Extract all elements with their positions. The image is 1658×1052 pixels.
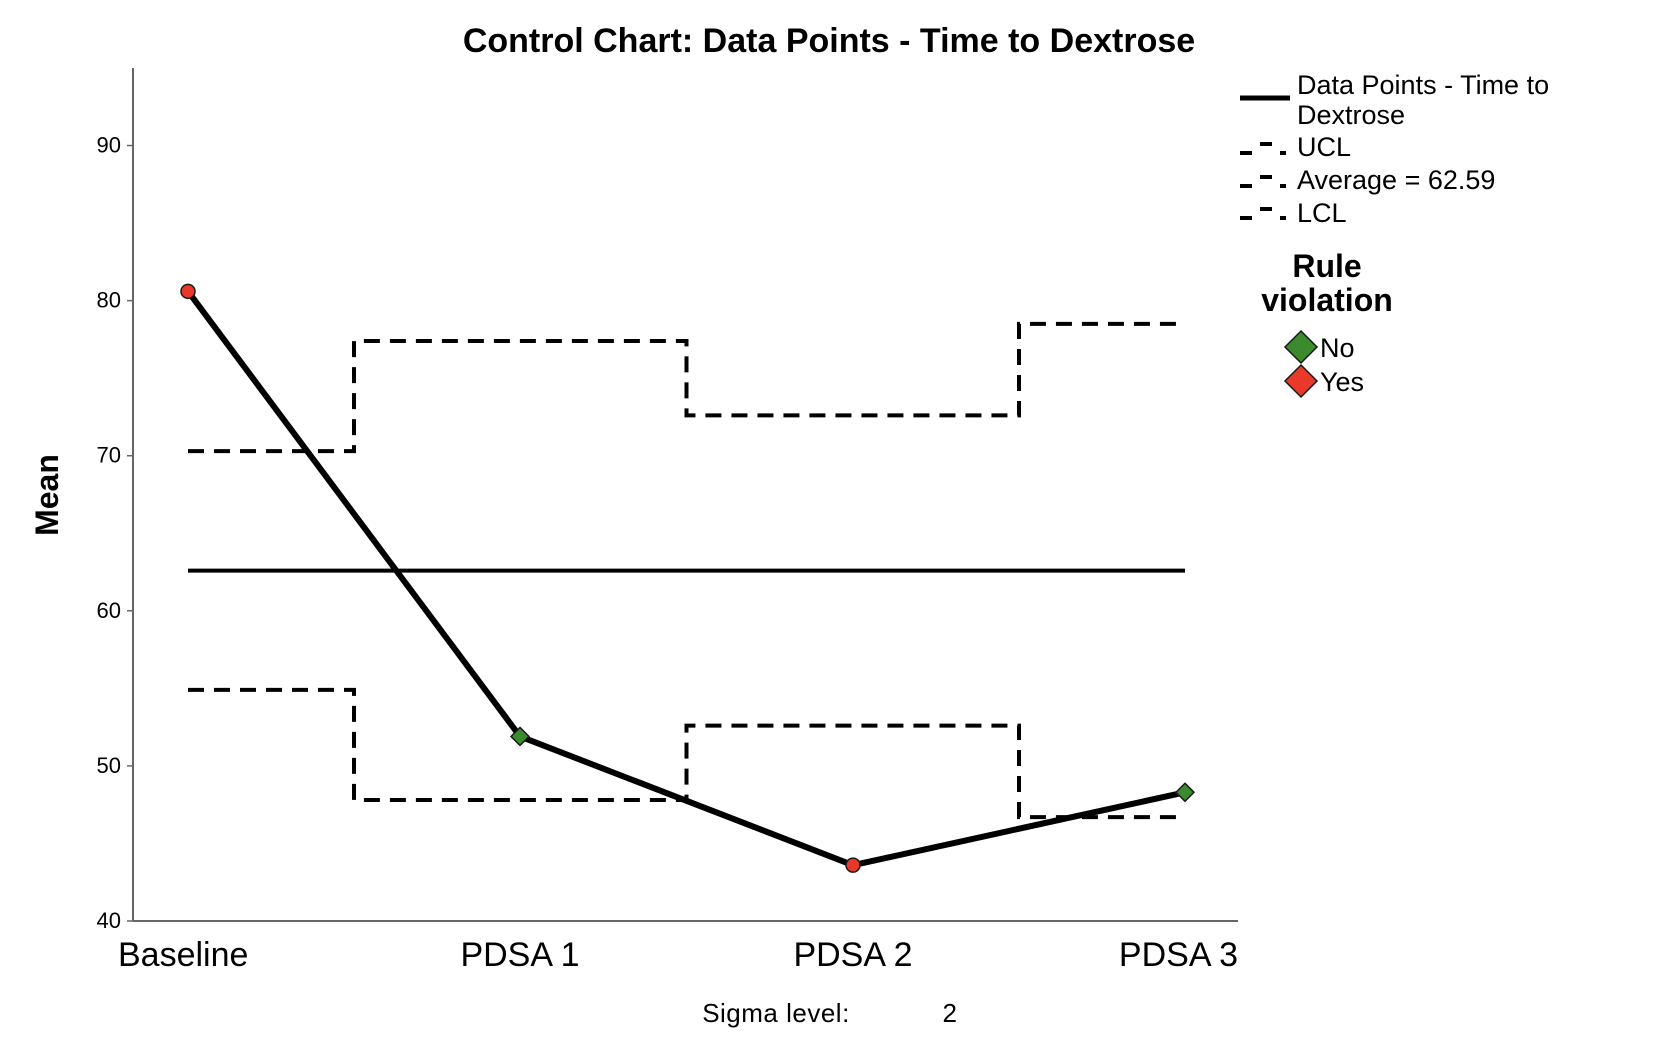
legend-label-rule-yes: Yes [1320, 367, 1364, 397]
legend-label-ucl: UCL [1297, 132, 1351, 162]
legend-label-average: Average = 62.59 [1297, 165, 1495, 195]
legend-rule-title: Rule [1292, 248, 1361, 284]
sigma-level-value: 2 [943, 998, 958, 1028]
plot-area: 40 50 60 70 80 90 Baseline PDSA 1 PDSA 2 PDSA 3 [97, 68, 1238, 974]
data-point-violation [845, 857, 861, 873]
y-tick-label: 60 [97, 598, 121, 623]
legend-label-lcl: LCL [1297, 198, 1347, 228]
data-series-line [185, 289, 1186, 869]
chart-title: Control Chart: Data Points - Time to Dex… [463, 22, 1195, 60]
lcl-line [188, 687, 1185, 820]
y-tick-label: 40 [97, 908, 121, 933]
ucl-line [188, 321, 1185, 454]
legend-swatch-ucl [1240, 142, 1286, 155]
data-point-ok [509, 726, 531, 747]
y-tick-label: 90 [97, 133, 121, 158]
legend-label-data-series: Data Points - Time to [1297, 70, 1549, 100]
y-tick-label: 80 [97, 288, 121, 313]
y-axis-label: Mean [29, 454, 65, 536]
y-tick-label: 50 [97, 753, 121, 778]
legend-label-data-series-line2: Dextrose [1297, 100, 1405, 130]
x-tick-label: Baseline [118, 936, 248, 974]
legend: Data Points - Time toDextroseUCLAverage … [1240, 70, 1549, 399]
legend-swatch-average [1240, 175, 1286, 188]
data-point-violation [180, 283, 196, 300]
x-tick-label: PDSA 3 [1119, 936, 1238, 974]
data-point-ok [1174, 782, 1196, 803]
legend-swatch-rule-yes [1283, 363, 1319, 399]
x-tick-label: PDSA 1 [460, 936, 579, 974]
legend-label-rule-no: No [1320, 333, 1355, 363]
x-tick-label: PDSA 2 [793, 936, 912, 974]
sigma-level-label: Sigma level: [702, 998, 850, 1028]
legend-swatch-lcl [1240, 207, 1286, 220]
legend-swatch-rule-no [1283, 329, 1319, 365]
legend-rule-title-line2: violation [1261, 282, 1393, 318]
y-tick-label: 70 [97, 443, 121, 468]
